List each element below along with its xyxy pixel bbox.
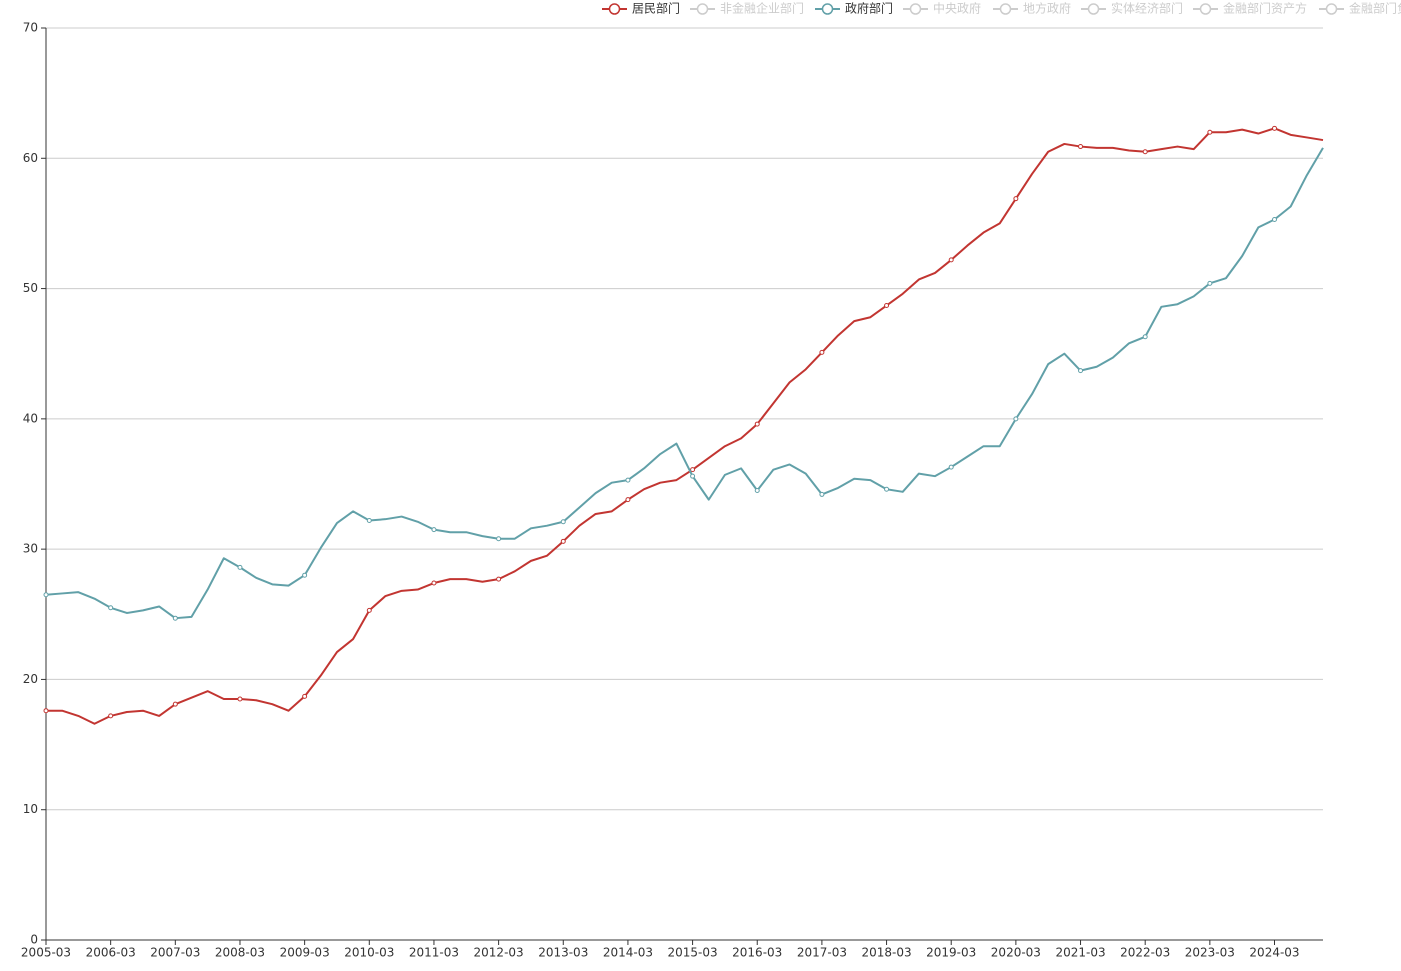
point-marker (1078, 368, 1084, 374)
point-marker (1078, 144, 1084, 150)
legend-label: 地方政府 (1023, 1, 1071, 16)
point-marker (302, 693, 308, 699)
point-marker (1142, 149, 1148, 155)
legend-icon-circle (821, 3, 834, 15)
point-marker (948, 464, 954, 470)
point-marker (1013, 196, 1019, 202)
point-marker (1272, 125, 1278, 131)
x-tick-label: 2015-03 (668, 946, 718, 960)
legend-item[interactable]: 中央政府 (903, 1, 981, 16)
legend-label: 金融部门负债方 (1349, 1, 1401, 16)
point-marker (496, 576, 502, 582)
legend-icon-circle (1325, 3, 1338, 15)
point-marker (1272, 217, 1278, 223)
x-tick-label: 2012-03 (474, 946, 524, 960)
series-line (46, 127, 1324, 725)
x-tick-label: 2014-03 (603, 946, 653, 960)
y-tick-label: 0 (30, 933, 38, 947)
legend-item[interactable]: 实体经济部门 (1081, 1, 1183, 16)
legend-item[interactable]: 居民部门 (602, 1, 680, 16)
legend-icon-circle (608, 3, 621, 15)
x-tick-label: 2016-03 (732, 946, 782, 960)
x-tick-label: 2007-03 (150, 946, 200, 960)
point-marker (108, 713, 114, 719)
point-marker (496, 536, 502, 542)
x-tick-label: 2008-03 (215, 946, 265, 960)
point-marker (43, 592, 49, 598)
point-marker (1207, 129, 1213, 135)
y-tick-label: 60 (23, 151, 38, 165)
x-tick-label: 2010-03 (344, 946, 394, 960)
point-marker (560, 519, 566, 525)
x-tick-label: 2006-03 (86, 946, 136, 960)
y-tick-label: 20 (23, 672, 38, 686)
legend-item[interactable]: 政府部门 (815, 1, 893, 16)
x-tick-label: 2011-03 (409, 946, 459, 960)
legend-label: 实体经济部门 (1111, 1, 1183, 16)
point-marker (690, 467, 696, 473)
point-marker (43, 708, 49, 714)
x-tick-label: 2009-03 (280, 946, 330, 960)
x-tick-label: 2023-03 (1185, 946, 1235, 960)
point-marker (625, 477, 631, 483)
point-marker (366, 607, 372, 613)
point-marker (754, 488, 760, 494)
y-tick-label: 50 (23, 281, 38, 295)
point-marker (1013, 416, 1019, 422)
legend-label: 政府部门 (845, 1, 893, 16)
y-tick-label: 70 (23, 21, 38, 35)
legend-icon-circle (696, 3, 709, 15)
point-marker (302, 572, 308, 578)
point-marker (690, 473, 696, 479)
x-tick-label: 2013-03 (538, 946, 588, 960)
point-marker (754, 421, 760, 427)
x-tick-label: 2020-03 (991, 946, 1041, 960)
point-marker (172, 615, 178, 621)
point-marker (366, 517, 372, 523)
point-marker (237, 564, 243, 570)
y-tick-label: 10 (23, 802, 38, 816)
x-tick-label: 2017-03 (797, 946, 847, 960)
point-marker (884, 486, 890, 492)
point-marker (625, 497, 631, 503)
point-marker (1207, 280, 1213, 286)
legend-icon-circle (1087, 3, 1100, 15)
series-line (45, 147, 1324, 620)
legend-icon-circle (1199, 3, 1212, 15)
legend-item[interactable]: 金融部门资产方 (1193, 1, 1307, 16)
x-tick-label: 2019-03 (926, 946, 976, 960)
point-marker (1142, 334, 1148, 340)
point-marker (237, 696, 243, 702)
legend-label: 非金融企业部门 (720, 1, 804, 16)
legend-label: 中央政府 (933, 1, 981, 16)
legend-icon-circle (909, 3, 922, 15)
x-tick-label: 2022-03 (1120, 946, 1170, 960)
x-tick-label: 2005-03 (21, 946, 71, 960)
legend-icon-circle (999, 3, 1012, 15)
point-marker (819, 491, 825, 497)
point-marker (560, 538, 566, 544)
legend-label: 金融部门资产方 (1223, 1, 1307, 16)
legend-item[interactable]: 非金融企业部门 (690, 1, 804, 16)
point-marker (819, 349, 825, 355)
point-marker (431, 527, 437, 533)
x-tick-label: 2018-03 (861, 946, 911, 960)
y-tick-label: 30 (23, 542, 38, 556)
point-marker (431, 580, 437, 586)
point-marker (884, 303, 890, 309)
legend-item[interactable]: 金融部门负债方 (1319, 1, 1401, 16)
point-marker (108, 605, 114, 611)
legend-label: 居民部门 (632, 1, 680, 16)
y-tick-label: 40 (23, 411, 38, 425)
x-tick-label: 2021-03 (1055, 946, 1105, 960)
legend-item[interactable]: 地方政府 (993, 1, 1071, 16)
point-marker (172, 701, 178, 707)
x-tick-label: 2024-03 (1249, 946, 1299, 960)
point-marker (948, 257, 954, 263)
